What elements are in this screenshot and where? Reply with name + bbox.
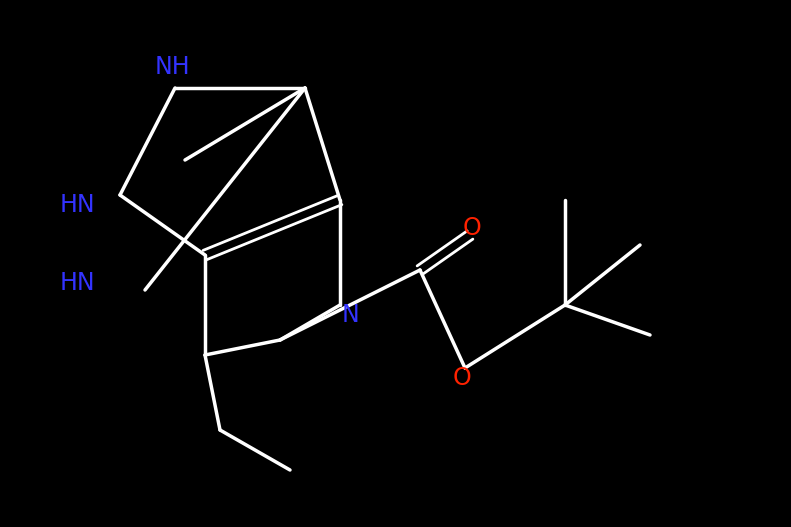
Text: HN: HN (59, 193, 95, 217)
Text: O: O (452, 366, 471, 390)
Text: NH: NH (154, 55, 190, 79)
Text: N: N (341, 303, 359, 327)
Text: HN: HN (59, 271, 95, 295)
Text: O: O (463, 216, 482, 240)
